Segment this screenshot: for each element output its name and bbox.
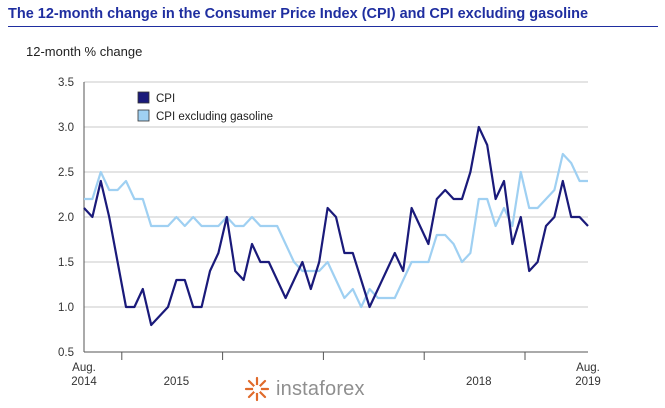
y-tick-label: 3.0 xyxy=(58,122,74,134)
y-tick-label: 0.5 xyxy=(58,347,74,359)
x-tick-labels: Aug. 2014 2015 2018 Aug. 2019 xyxy=(71,362,601,388)
y-axis-label: 12-month % change xyxy=(26,44,143,59)
y-tick-labels: 0.5 1.0 1.5 2.0 2.5 3.0 3.5 xyxy=(58,77,74,359)
legend-label-cpi: CPI xyxy=(156,93,175,105)
series-lines xyxy=(83,125,589,327)
legend-label-cpi-ex-gasoline: CPI excluding gasoline xyxy=(156,111,273,123)
watermark-text: instaforex xyxy=(276,377,365,400)
x-tick-label: Aug. xyxy=(72,362,96,374)
y-tick-label: 3.5 xyxy=(58,77,74,89)
y-tick-label: 2.0 xyxy=(58,212,74,224)
x-tick-label: Aug. xyxy=(576,362,600,374)
x-tick-label: 2019 xyxy=(575,376,601,388)
cpi-ex-gasoline-line xyxy=(84,152,588,309)
x-tick-label: 2015 xyxy=(164,376,190,388)
legend-swatch-cpi xyxy=(137,91,150,104)
y-tick-label: 2.5 xyxy=(58,167,74,179)
y-tick-label: 1.0 xyxy=(58,302,74,314)
x-tick-label: 2018 xyxy=(466,376,492,388)
instaforex-logo-icon xyxy=(244,376,270,402)
title-underline xyxy=(8,26,658,27)
legend-swatch-cpi-ex-gasoline xyxy=(137,109,150,122)
axes xyxy=(83,82,588,360)
watermark: instaforex xyxy=(244,374,394,404)
y-tick-label: 1.5 xyxy=(58,257,74,269)
x-tick-label: 2014 xyxy=(71,376,97,388)
legend: CPI CPI excluding gasoline xyxy=(137,91,273,123)
chart-title: The 12-month change in the Consumer Pric… xyxy=(8,6,589,22)
cpi-line xyxy=(83,125,589,327)
